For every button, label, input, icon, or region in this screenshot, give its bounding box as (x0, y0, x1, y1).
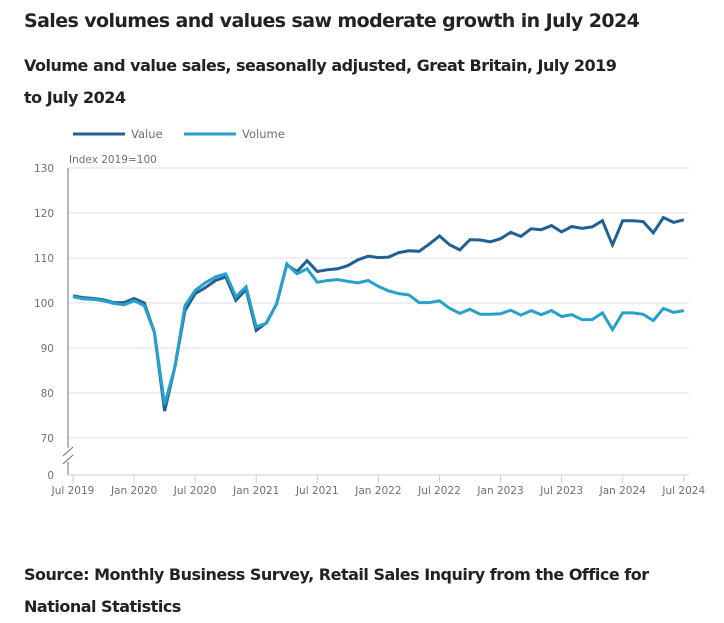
x-tick-label: Jan 2024 (599, 485, 647, 497)
x-tick-label: Jan 2021 (232, 485, 279, 497)
x-tick-label: Jul 2024 (661, 485, 705, 497)
y-tick-label: 90 (41, 343, 54, 355)
x-axis-ticks: Jul 2019 Jan 2020 Jul 2020 Jan 2021 Jul 2021… (51, 475, 705, 497)
x-tick-label: Jul 2022 (417, 485, 461, 497)
x-tick-label: Jan 2023 (476, 485, 523, 497)
source-note: Source: Monthly Business Survey, Retail … (24, 565, 649, 616)
chart-main-title: Sales volumes and values saw moderate gr… (24, 10, 640, 32)
series-line-value (72, 215, 685, 412)
y-tick-label: 100 (34, 298, 54, 310)
y-tick-label: 80 (41, 388, 54, 400)
x-tick-label: Jul 2021 (295, 485, 339, 497)
gridlines (68, 167, 689, 439)
y-tick-label: 0 (47, 470, 54, 482)
y-tick-label: 70 (41, 433, 54, 445)
line-chart: Value Volume Index 2019=100 0 70 80 90 100 110… (34, 127, 706, 497)
series-lines (72, 215, 685, 412)
x-tick-label: Jan 2020 (110, 485, 157, 497)
y-tick-label: 130 (34, 163, 54, 175)
legend: Value Volume (73, 127, 285, 141)
y-axis-ticks: 0 70 80 90 100 110 120 130 (34, 163, 54, 482)
legend-label-value: Value (131, 127, 163, 141)
y-tick-label: 110 (34, 253, 54, 265)
chart-subtitle: Volume and value sales, seasonally adjus… (24, 56, 617, 107)
series-line-volume (72, 261, 685, 405)
axes (62, 168, 689, 476)
x-tick-label: Jul 2019 (51, 485, 95, 497)
axis-break-mark (62, 454, 74, 465)
axis-break-mark (62, 446, 74, 457)
x-tick-label: Jul 2020 (173, 485, 217, 497)
y-tick-label: 120 (34, 208, 54, 220)
x-tick-label: Jan 2022 (354, 485, 401, 497)
legend-label-volume: Volume (242, 127, 285, 141)
y-axis-title: Index 2019=100 (69, 154, 157, 166)
x-tick-label: Jul 2023 (539, 485, 583, 497)
